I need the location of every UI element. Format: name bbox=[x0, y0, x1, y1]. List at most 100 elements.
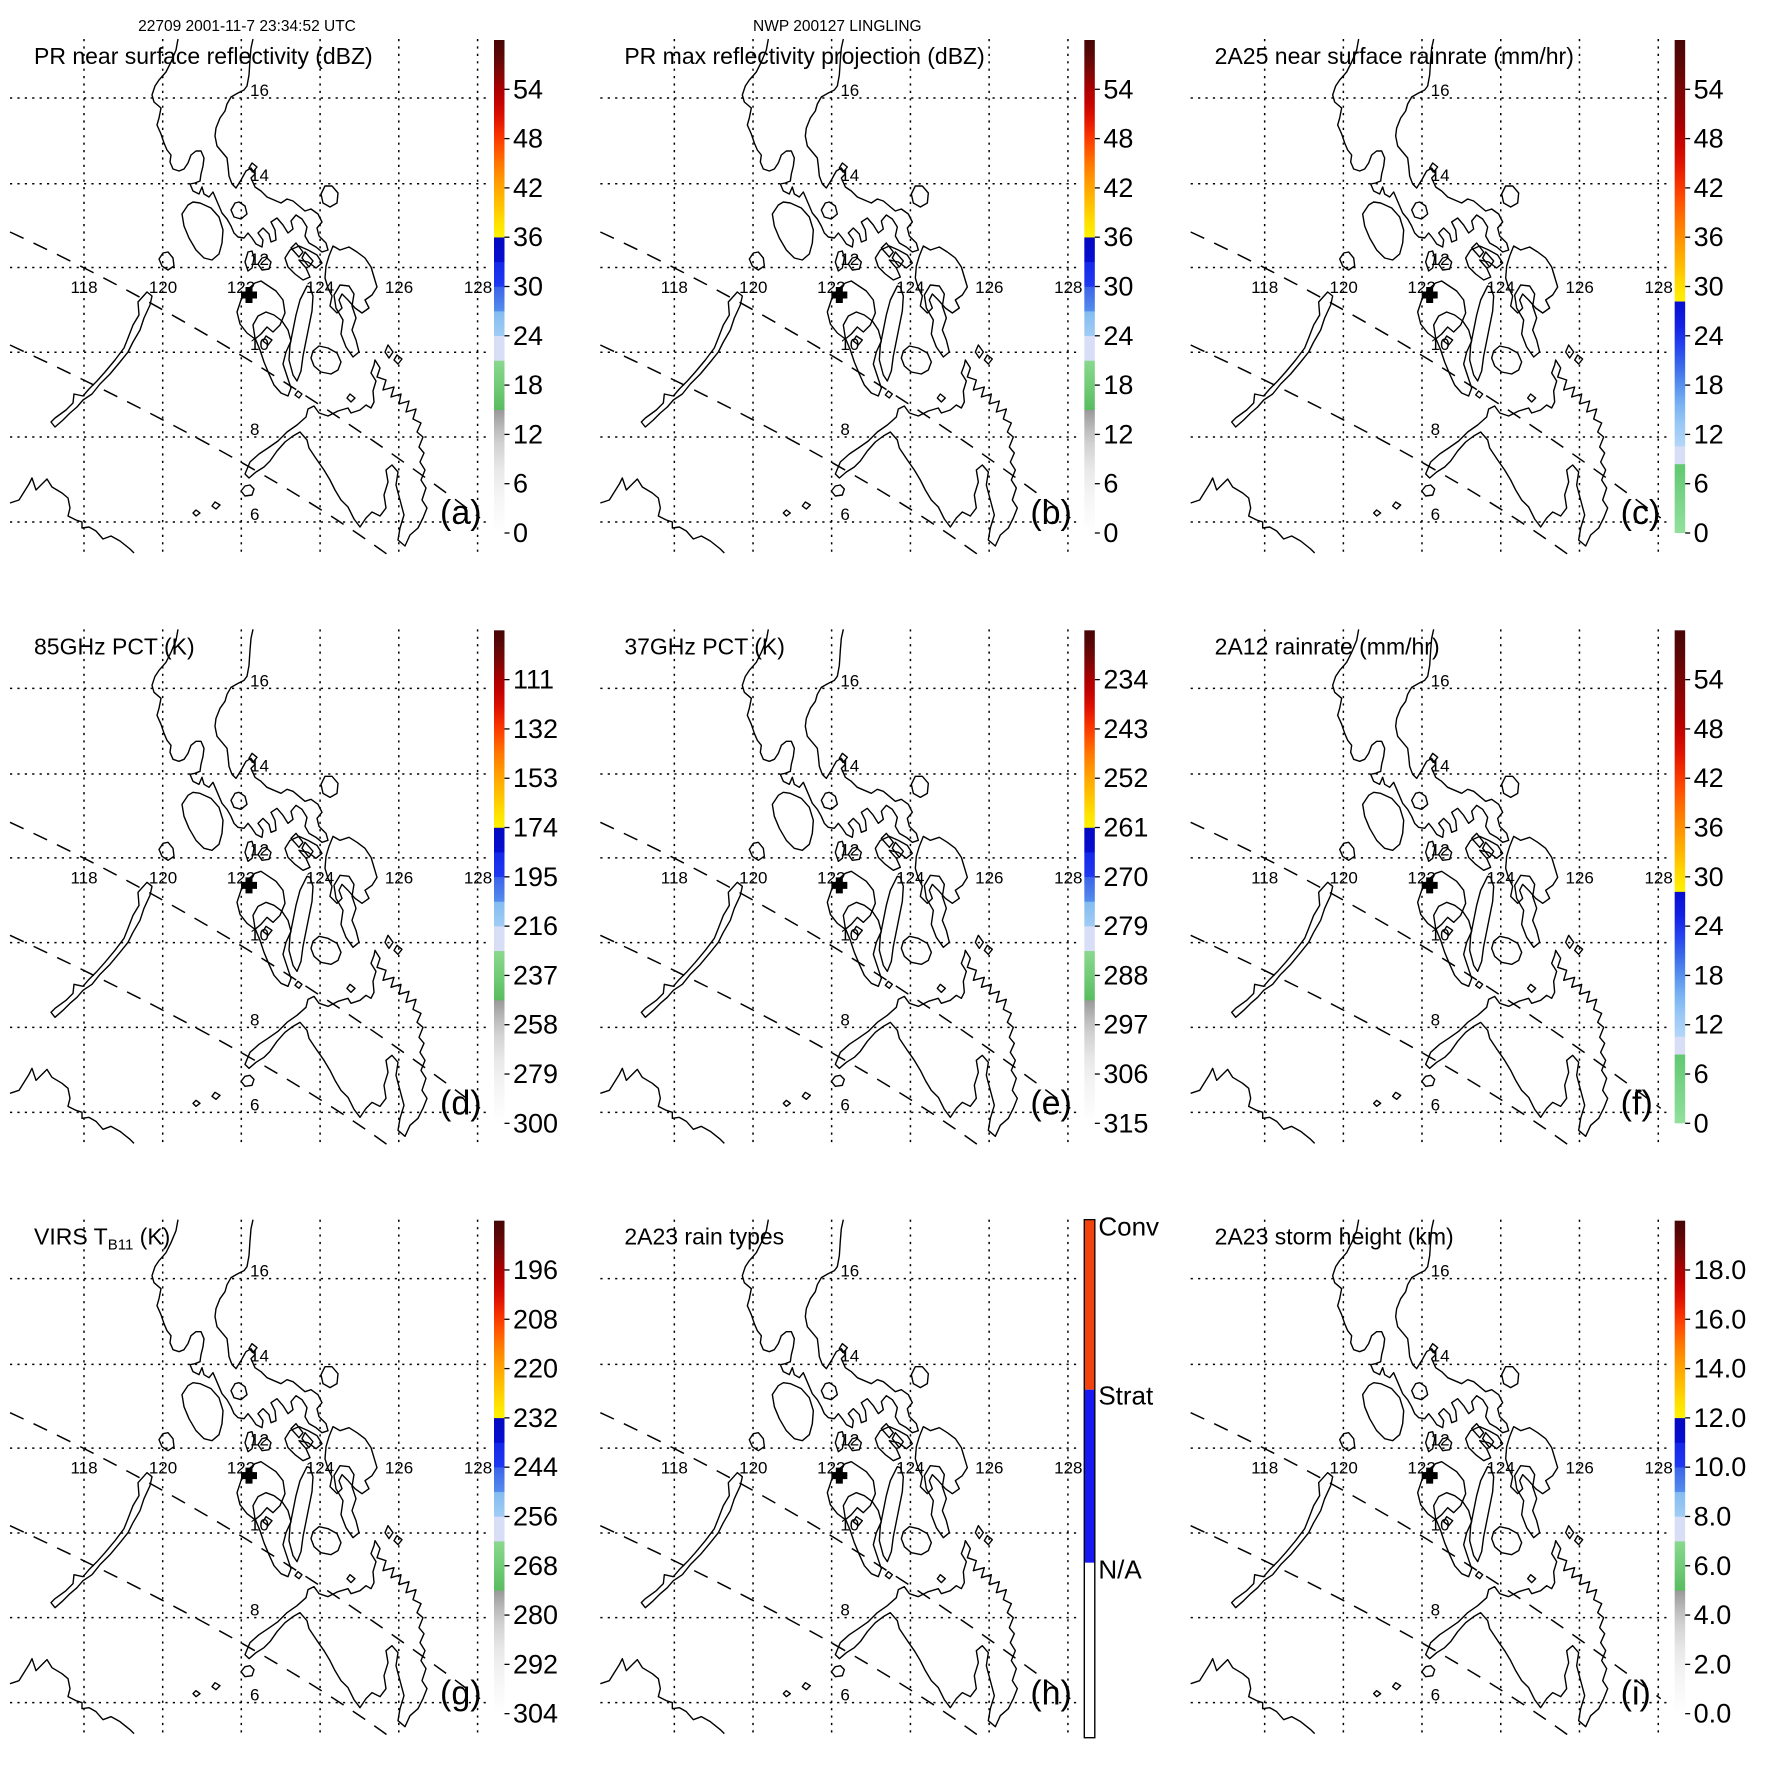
svg-text:12: 12 bbox=[1694, 419, 1724, 449]
svg-text:297: 297 bbox=[1103, 1010, 1148, 1040]
svg-text:6: 6 bbox=[1694, 469, 1709, 499]
svg-text:(b): (b) bbox=[1030, 494, 1072, 532]
svg-text:VIRS TB11 (K): VIRS TB11 (K) bbox=[34, 1224, 170, 1254]
svg-text:24: 24 bbox=[1103, 321, 1133, 351]
svg-text:14.0: 14.0 bbox=[1694, 1354, 1747, 1384]
svg-text:6: 6 bbox=[1694, 1059, 1709, 1089]
svg-text:(h): (h) bbox=[1030, 1675, 1072, 1713]
svg-text:(f): (f) bbox=[1621, 1084, 1653, 1122]
svg-text:6: 6 bbox=[1103, 469, 1118, 499]
svg-text:244: 244 bbox=[513, 1452, 558, 1482]
svg-text:(a): (a) bbox=[440, 494, 482, 532]
svg-text:N/A: N/A bbox=[1098, 1555, 1142, 1585]
svg-text:18.0: 18.0 bbox=[1694, 1255, 1747, 1285]
svg-text:208: 208 bbox=[513, 1304, 558, 1334]
svg-text:0.0: 0.0 bbox=[1694, 1699, 1732, 1729]
svg-text:22709 2001-11-7 23:34:52 UTC: 22709 2001-11-7 23:34:52 UTC bbox=[138, 18, 356, 35]
svg-text:48: 48 bbox=[513, 124, 543, 154]
svg-text:42: 42 bbox=[1694, 173, 1724, 203]
svg-text:2A12 rainrate (mm/hr): 2A12 rainrate (mm/hr) bbox=[1215, 633, 1440, 659]
svg-text:220: 220 bbox=[513, 1354, 558, 1384]
svg-text:8.0: 8.0 bbox=[1694, 1501, 1732, 1531]
svg-text:6: 6 bbox=[513, 469, 528, 499]
svg-text:234: 234 bbox=[1103, 665, 1148, 695]
svg-text:4.0: 4.0 bbox=[1694, 1600, 1732, 1630]
svg-text:279: 279 bbox=[513, 1059, 558, 1089]
svg-text:6.0: 6.0 bbox=[1694, 1551, 1732, 1581]
svg-text:54: 54 bbox=[1103, 74, 1133, 104]
svg-text:(e): (e) bbox=[1030, 1084, 1072, 1122]
svg-text:196: 196 bbox=[513, 1255, 558, 1285]
svg-text:24: 24 bbox=[1694, 911, 1724, 941]
svg-text:36: 36 bbox=[1694, 813, 1724, 843]
svg-text:2.0: 2.0 bbox=[1694, 1649, 1732, 1679]
svg-text:PR near surface reflectivity (: PR near surface reflectivity (dBZ) bbox=[34, 43, 373, 69]
svg-text:315: 315 bbox=[1103, 1108, 1148, 1138]
svg-text:(c): (c) bbox=[1621, 494, 1661, 532]
svg-text:153: 153 bbox=[513, 763, 558, 793]
svg-text:216: 216 bbox=[513, 911, 558, 941]
svg-text:258: 258 bbox=[513, 1010, 558, 1040]
svg-text:48: 48 bbox=[1694, 714, 1724, 744]
svg-text:12: 12 bbox=[1694, 1010, 1724, 1040]
svg-text:2A23 storm height (km): 2A23 storm height (km) bbox=[1215, 1224, 1454, 1250]
svg-text:24: 24 bbox=[513, 321, 543, 351]
svg-text:2A25 near surface rainrate (mm: 2A25 near surface rainrate (mm/hr) bbox=[1215, 43, 1574, 69]
svg-text:18: 18 bbox=[1694, 370, 1724, 400]
svg-text:292: 292 bbox=[513, 1649, 558, 1679]
svg-text:280: 280 bbox=[513, 1600, 558, 1630]
svg-text:36: 36 bbox=[513, 222, 543, 252]
svg-text:42: 42 bbox=[1103, 173, 1133, 203]
svg-text:195: 195 bbox=[513, 862, 558, 892]
svg-text:42: 42 bbox=[513, 173, 543, 203]
svg-text:18: 18 bbox=[513, 370, 543, 400]
svg-text:12.0: 12.0 bbox=[1694, 1403, 1747, 1433]
svg-text:36: 36 bbox=[1103, 222, 1133, 252]
svg-text:16.0: 16.0 bbox=[1694, 1304, 1747, 1334]
svg-text:243: 243 bbox=[1103, 714, 1148, 744]
svg-text:54: 54 bbox=[1694, 665, 1724, 695]
svg-text:(i): (i) bbox=[1621, 1675, 1651, 1713]
svg-text:85GHz PCT (K): 85GHz PCT (K) bbox=[34, 633, 195, 659]
svg-text:42: 42 bbox=[1694, 763, 1724, 793]
svg-text:268: 268 bbox=[513, 1551, 558, 1581]
svg-text:18: 18 bbox=[1103, 370, 1133, 400]
svg-text:12: 12 bbox=[513, 419, 543, 449]
svg-text:0: 0 bbox=[513, 518, 528, 548]
svg-text:30: 30 bbox=[513, 272, 543, 302]
svg-text:279: 279 bbox=[1103, 911, 1148, 941]
svg-text:2A23 rain types: 2A23 rain types bbox=[624, 1224, 784, 1250]
svg-text:NWP 200127 LINGLING: NWP 200127 LINGLING bbox=[753, 18, 922, 35]
svg-text:24: 24 bbox=[1694, 321, 1724, 351]
svg-text:12: 12 bbox=[1103, 419, 1133, 449]
svg-text:48: 48 bbox=[1103, 124, 1133, 154]
svg-text:37GHz PCT (K): 37GHz PCT (K) bbox=[624, 633, 785, 659]
svg-text:0: 0 bbox=[1694, 518, 1709, 548]
svg-text:252: 252 bbox=[1103, 763, 1148, 793]
svg-text:237: 237 bbox=[513, 960, 558, 990]
svg-text:300: 300 bbox=[513, 1108, 558, 1138]
svg-text:54: 54 bbox=[1694, 74, 1724, 104]
svg-text:304: 304 bbox=[513, 1699, 558, 1729]
svg-text:Conv: Conv bbox=[1098, 1212, 1159, 1242]
svg-text:PR max reflectivity projection: PR max reflectivity projection (dBZ) bbox=[624, 43, 984, 69]
svg-text:54: 54 bbox=[513, 74, 543, 104]
svg-text:288: 288 bbox=[1103, 960, 1148, 990]
svg-text:30: 30 bbox=[1694, 272, 1724, 302]
svg-text:48: 48 bbox=[1694, 124, 1724, 154]
svg-text:306: 306 bbox=[1103, 1059, 1148, 1089]
svg-text:10.0: 10.0 bbox=[1694, 1452, 1747, 1482]
svg-text:261: 261 bbox=[1103, 813, 1148, 843]
svg-text:256: 256 bbox=[513, 1501, 558, 1531]
svg-text:111: 111 bbox=[513, 665, 554, 695]
svg-text:174: 174 bbox=[513, 813, 558, 843]
svg-text:0: 0 bbox=[1694, 1108, 1709, 1138]
svg-text:132: 132 bbox=[513, 714, 558, 744]
svg-text:232: 232 bbox=[513, 1403, 558, 1433]
svg-text:36: 36 bbox=[1694, 222, 1724, 252]
svg-text:(d): (d) bbox=[440, 1084, 482, 1122]
svg-text:270: 270 bbox=[1103, 862, 1148, 892]
svg-text:0: 0 bbox=[1103, 518, 1118, 548]
svg-text:Strat: Strat bbox=[1098, 1381, 1154, 1411]
svg-text:18: 18 bbox=[1694, 960, 1724, 990]
